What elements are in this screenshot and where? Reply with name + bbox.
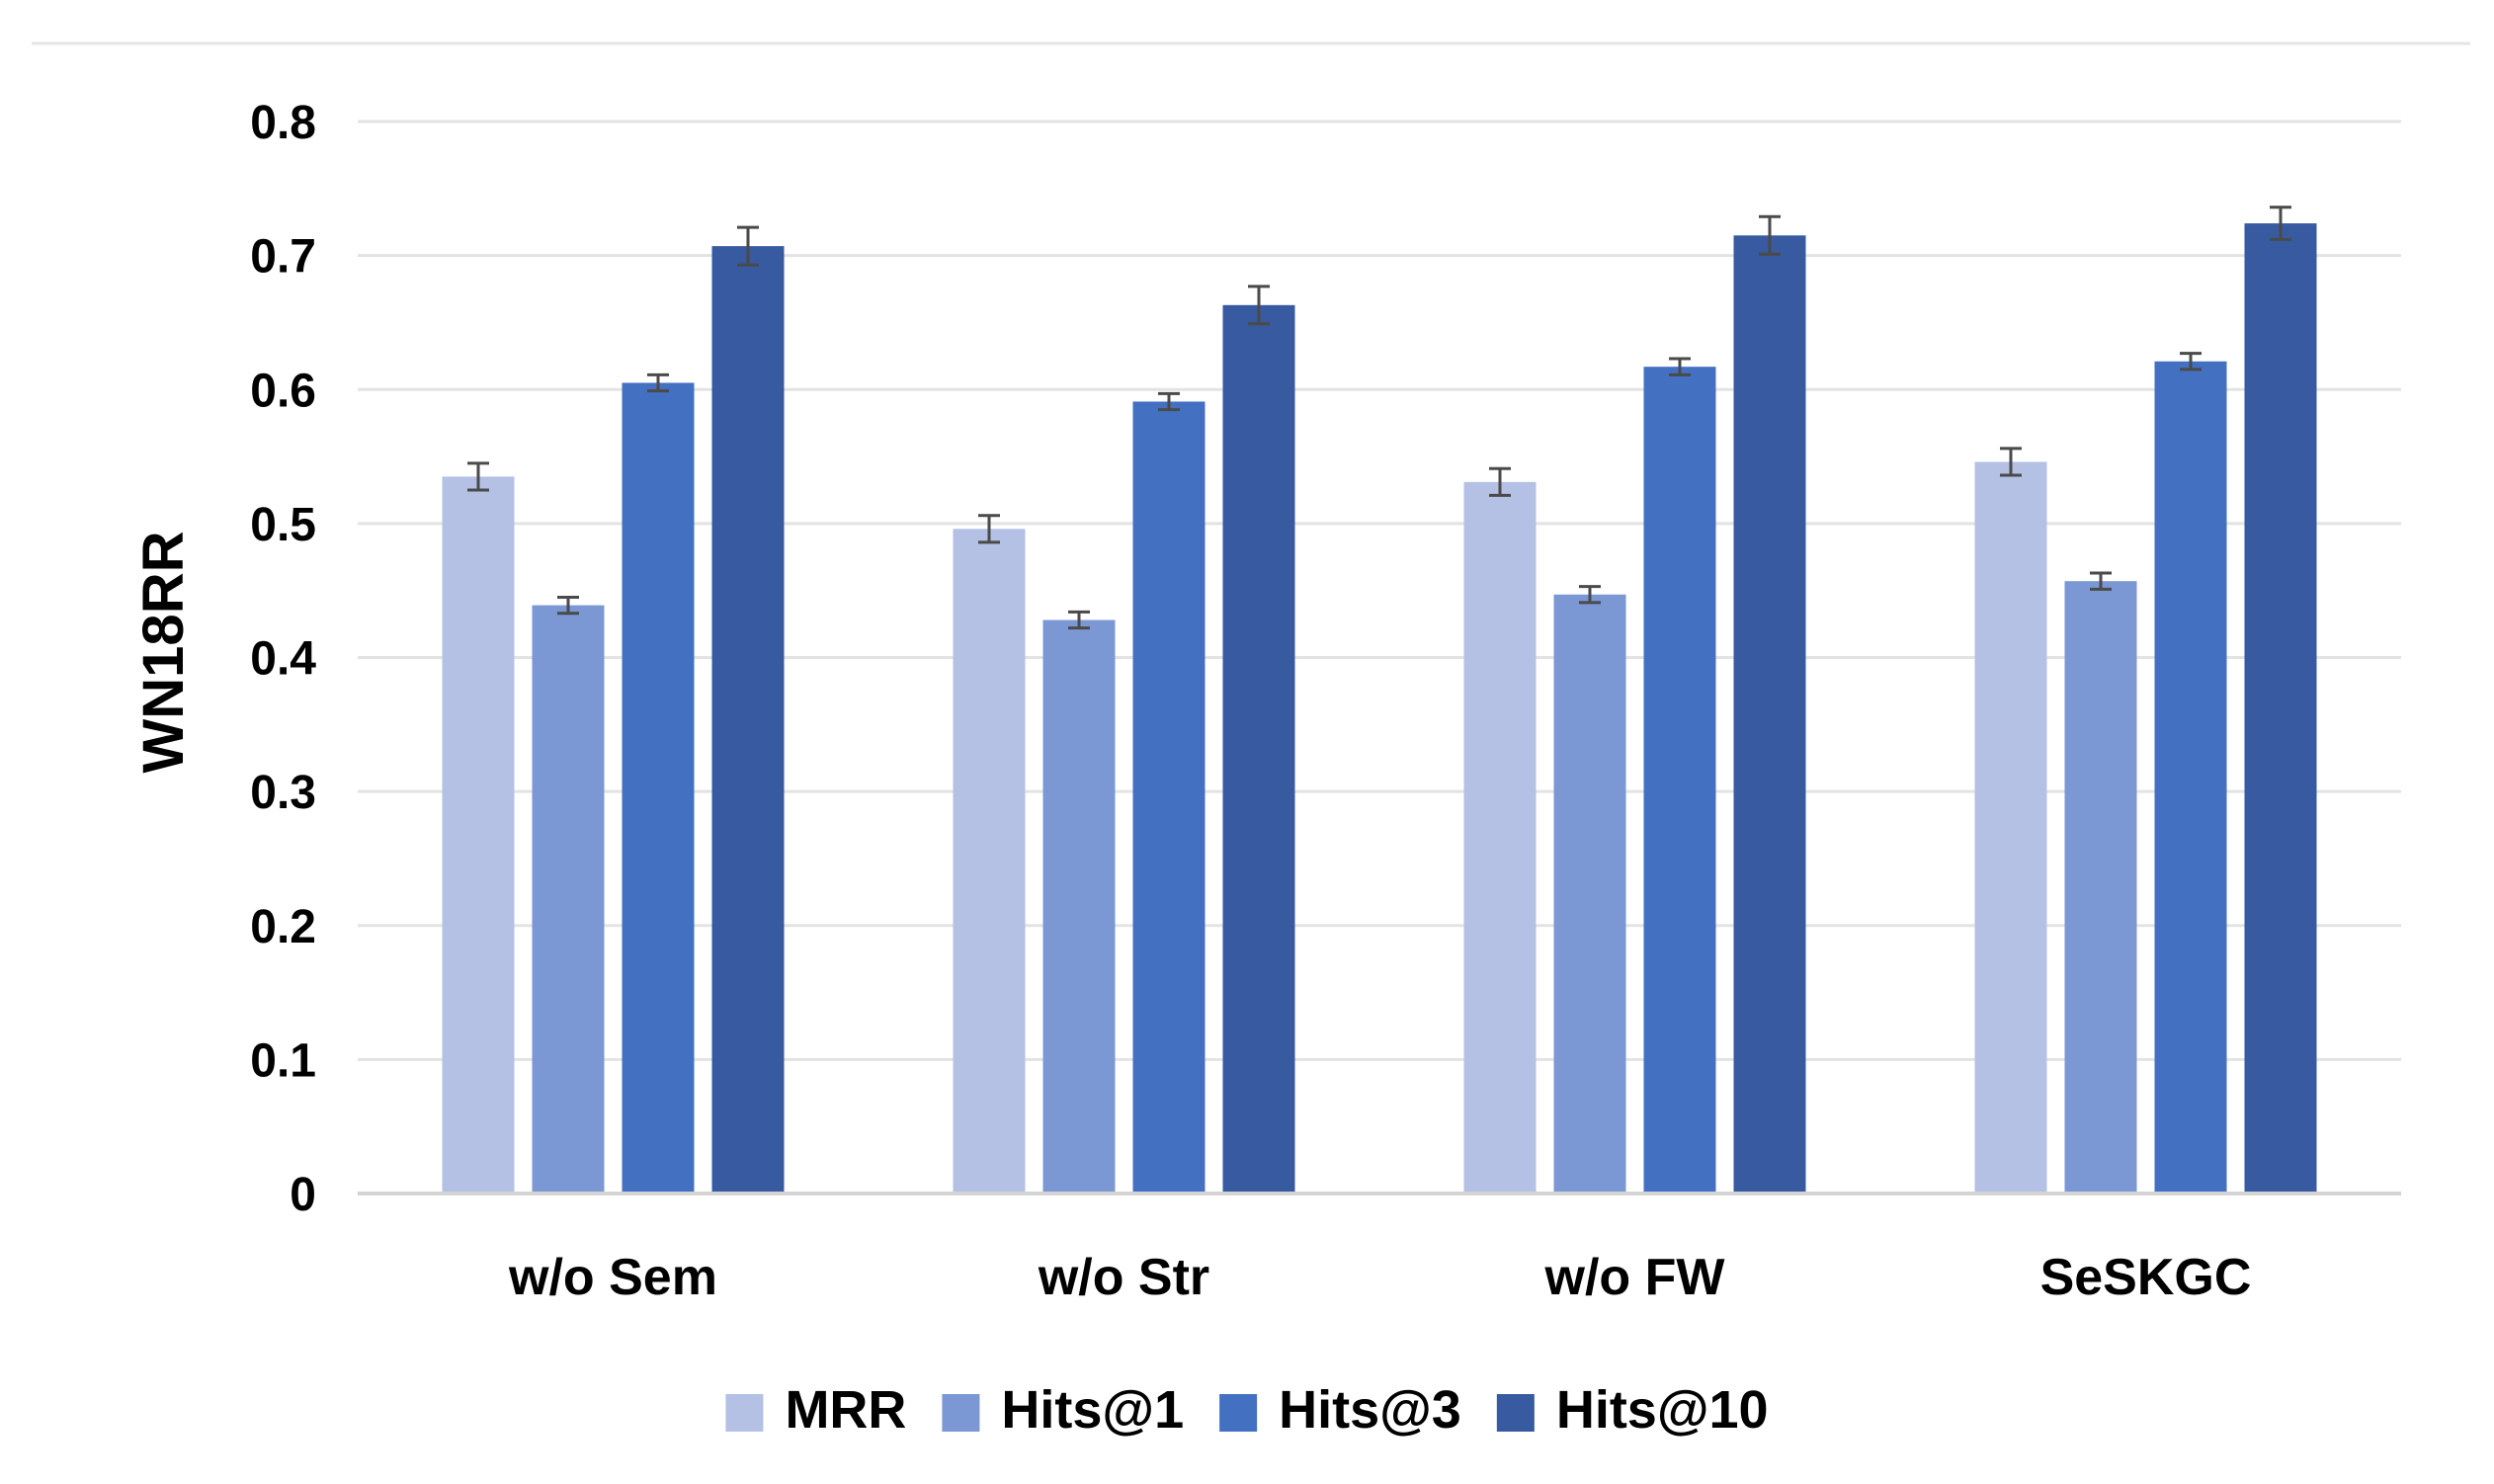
bar-hits-10-1 <box>711 246 785 1195</box>
error-bar <box>1579 585 1601 605</box>
error-bar <box>978 514 1000 544</box>
bar-hits-3-2 <box>1132 401 1205 1194</box>
legend-label: Hits@1 <box>1001 1380 1184 1440</box>
legend-item: Hits@1 <box>942 1380 1184 1440</box>
bar-mrr-4 <box>1974 461 2047 1194</box>
legend-label: Hits@3 <box>1279 1380 1461 1440</box>
error-bar <box>2090 571 2112 591</box>
y-tick-label: 0 <box>290 1169 316 1221</box>
error-bar <box>737 225 759 267</box>
x-category-label: SeSKGC <box>2040 1249 2252 1306</box>
error-bar <box>557 595 579 616</box>
error-bar <box>1759 214 1781 256</box>
y-tick-label: 0.1 <box>250 1034 316 1087</box>
legend-label: Hits@10 <box>1556 1380 1769 1440</box>
bar-hits-10-2 <box>1222 304 1295 1194</box>
error-bar <box>2180 352 2202 371</box>
bar-hits-3-3 <box>1643 367 1716 1195</box>
bars <box>442 223 2317 1195</box>
y-tick-label: 0.8 <box>250 97 316 149</box>
error-bar <box>647 372 669 393</box>
x-category-labels: w/o Sem w/o Str w/o FW SeSKGC <box>508 1249 2251 1306</box>
error-bars <box>467 206 2291 630</box>
legend-item: MRR <box>725 1380 906 1440</box>
error-bar <box>2000 447 2022 477</box>
legend-swatch <box>1219 1394 1258 1432</box>
bar-hits-10-4 <box>2244 223 2317 1194</box>
y-tick-labels: 0 0.1 0.2 0.3 0.4 0.5 0.6 0.7 0.8 <box>250 97 316 1221</box>
gridlines <box>358 120 2401 1061</box>
x-category-label: w/o Str <box>1038 1249 1209 1306</box>
bar-hits-10-3 <box>1733 235 1806 1194</box>
bar-mrr-3 <box>1463 481 1537 1194</box>
y-tick-label: 0.2 <box>250 901 316 953</box>
legend-item: Hits@10 <box>1496 1380 1769 1440</box>
x-category-label: w/o FW <box>1544 1249 1726 1306</box>
bar-hits-1-2 <box>1042 619 1116 1194</box>
legend-swatch <box>1496 1394 1535 1432</box>
legend: MRR Hits@1 Hits@3 Hits@10 <box>725 1380 1769 1440</box>
error-bar <box>467 461 489 492</box>
bar-hits-3-1 <box>622 382 695 1194</box>
y-tick-label: 0.6 <box>250 365 316 417</box>
legend-item: Hits@3 <box>1219 1380 1461 1440</box>
y-tick-label: 0.3 <box>250 767 316 819</box>
legend-label: MRR <box>785 1380 906 1440</box>
error-bar <box>1489 466 1511 497</box>
error-bar <box>1068 610 1090 630</box>
bar-mrr-1 <box>442 476 515 1194</box>
y-axis-title: WN18RR <box>131 532 196 774</box>
error-bar <box>1669 357 1691 376</box>
bar-hits-1-3 <box>1553 594 1626 1194</box>
error-bar <box>2270 206 2291 241</box>
y-tick-label: 0.5 <box>250 499 316 551</box>
legend-swatch <box>725 1394 764 1432</box>
bar-hits-3-4 <box>2154 361 2227 1194</box>
y-tick-label: 0.4 <box>250 633 316 686</box>
y-tick-label: 0.7 <box>250 231 316 284</box>
bar-mrr-2 <box>953 529 1026 1194</box>
bar-hits-1-1 <box>532 605 605 1194</box>
bar-hits-1-4 <box>2064 581 2137 1194</box>
legend-swatch <box>942 1394 980 1432</box>
error-bar <box>1158 391 1180 412</box>
error-bar <box>1248 285 1270 326</box>
x-category-label: w/o Sem <box>508 1249 717 1306</box>
